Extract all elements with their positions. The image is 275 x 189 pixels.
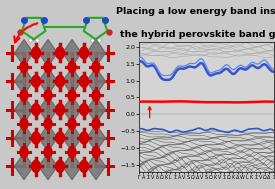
Circle shape <box>68 146 76 158</box>
Circle shape <box>20 146 28 158</box>
Polygon shape <box>15 125 33 151</box>
Text: Placing a low energy band inside: Placing a low energy band inside <box>116 7 275 16</box>
Circle shape <box>68 61 76 73</box>
Circle shape <box>20 61 28 73</box>
Polygon shape <box>15 40 33 66</box>
Circle shape <box>56 47 64 59</box>
Polygon shape <box>39 96 57 123</box>
Circle shape <box>80 104 88 116</box>
Circle shape <box>68 118 76 129</box>
Polygon shape <box>63 40 81 66</box>
Polygon shape <box>63 96 81 123</box>
Circle shape <box>68 90 76 101</box>
Polygon shape <box>87 153 105 180</box>
Polygon shape <box>87 40 105 66</box>
Circle shape <box>92 61 100 73</box>
Circle shape <box>56 104 64 116</box>
Circle shape <box>92 90 100 101</box>
Circle shape <box>92 146 100 158</box>
Circle shape <box>32 160 40 172</box>
Circle shape <box>80 132 88 144</box>
Circle shape <box>20 90 28 101</box>
Polygon shape <box>63 68 81 94</box>
Polygon shape <box>63 153 81 180</box>
Polygon shape <box>39 153 57 180</box>
Polygon shape <box>15 96 33 123</box>
Circle shape <box>32 104 40 116</box>
Circle shape <box>56 160 64 172</box>
Circle shape <box>80 160 88 172</box>
Polygon shape <box>39 40 57 66</box>
Polygon shape <box>87 96 105 123</box>
Circle shape <box>80 75 88 87</box>
Circle shape <box>44 118 52 129</box>
Circle shape <box>20 118 28 129</box>
Polygon shape <box>39 68 57 94</box>
Circle shape <box>44 146 52 158</box>
Polygon shape <box>63 125 81 151</box>
Polygon shape <box>87 68 105 94</box>
Circle shape <box>80 47 88 59</box>
Circle shape <box>92 118 100 129</box>
Circle shape <box>56 132 64 144</box>
Circle shape <box>32 75 40 87</box>
Circle shape <box>56 75 64 87</box>
Circle shape <box>44 61 52 73</box>
Polygon shape <box>39 125 57 151</box>
Polygon shape <box>15 153 33 180</box>
Circle shape <box>44 90 52 101</box>
Circle shape <box>32 47 40 59</box>
Polygon shape <box>87 125 105 151</box>
Circle shape <box>32 132 40 144</box>
Polygon shape <box>15 68 33 94</box>
Text: the hybrid perovskite band gap: the hybrid perovskite band gap <box>120 30 275 39</box>
